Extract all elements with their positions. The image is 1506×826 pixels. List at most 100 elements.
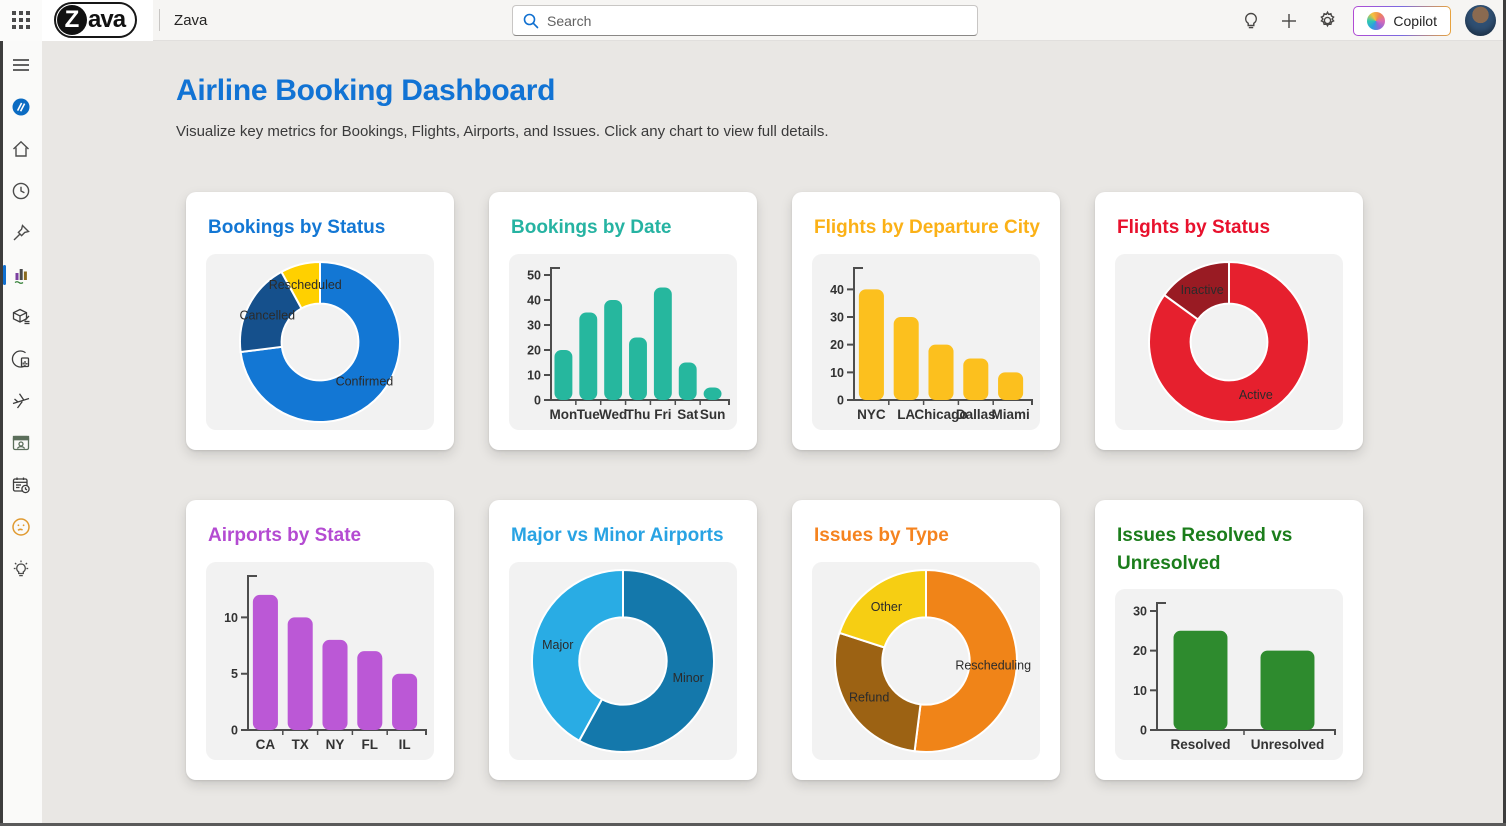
svg-text:10: 10 <box>224 610 238 624</box>
search-input[interactable] <box>547 12 967 29</box>
settings-button[interactable] <box>1315 9 1339 33</box>
sidebar-item-monitor-app[interactable] <box>0 347 42 371</box>
svg-text:IL: IL <box>399 737 411 752</box>
donut-chart-issues-by-type: Rescheduling Refund Other <box>812 561 1040 760</box>
app-launcher-button[interactable] <box>0 0 42 41</box>
svg-text:Confirmed: Confirmed <box>336 374 394 388</box>
sidebar-item-plane-app[interactable] <box>0 389 42 413</box>
chart-title: Bookings by Date <box>511 217 672 238</box>
search-icon <box>523 13 539 28</box>
chart-title: Issues Resolved vs Unresolved <box>1117 525 1293 574</box>
zava-logo: Z ava <box>54 2 138 38</box>
chart-title: Issues by Type <box>814 525 949 546</box>
svg-text:10: 10 <box>527 368 541 382</box>
chart-card-flights-by-departure-city[interactable]: Flights by Departure City 0 10 20 30 40 NYC LA… <box>792 192 1060 450</box>
svg-text:0: 0 <box>231 723 238 737</box>
svg-text:Chicago: Chicago <box>914 407 967 422</box>
copilot-button[interactable]: Copilot <box>1353 6 1451 36</box>
menu-icon <box>13 59 29 71</box>
topbar-divider <box>159 9 161 31</box>
sidebar-item-dashboard-app[interactable] <box>0 263 42 287</box>
chart-title: Flights by Status <box>1117 217 1271 238</box>
copilot-icon <box>1367 11 1386 30</box>
svg-text:Refund: Refund <box>849 690 889 704</box>
svg-text:Other: Other <box>871 600 902 614</box>
sidebar-item-feedback-app[interactable] <box>0 515 42 539</box>
svg-text:Resolved: Resolved <box>1170 737 1230 752</box>
bar-chart-bookings-by-date: 0 10 20 30 40 50 Mon Tue Wed Thu Fri Sat Sun <box>509 253 737 430</box>
bar-chart-airports-by-state: 0 5 10 CA TX NY FL IL <box>206 561 434 760</box>
contact-card-app-icon <box>12 435 30 451</box>
chart-title: Bookings by Status <box>208 217 386 238</box>
svg-text:30: 30 <box>527 318 541 332</box>
sidebar-menu-button[interactable] <box>0 53 42 77</box>
chart-card-bookings-by-date[interactable]: Bookings by Date 0 10 20 30 40 50 Mon Tue Wed Thu… <box>489 192 757 450</box>
svg-text:0: 0 <box>1140 724 1147 738</box>
svg-text:Tue: Tue <box>577 407 600 422</box>
lightbulb-icon <box>1245 12 1258 28</box>
pin-icon <box>13 224 30 241</box>
page-subtitle: Visualize key metrics for Bookings, Flig… <box>176 123 829 140</box>
chart-card-airports-by-state[interactable]: Airports by State 0 5 10 CA TX NY FL IL <box>186 500 454 780</box>
search-box[interactable] <box>512 5 978 36</box>
svg-text:0: 0 <box>837 393 844 407</box>
lightbulb-button[interactable] <box>1239 9 1263 33</box>
chart-card-issues-resolved-vs-unresolved[interactable]: Issues Resolved vs Unresolved 0 10 20 30 Res… <box>1095 500 1363 780</box>
bulb-app-icon <box>13 560 29 577</box>
svg-text:20: 20 <box>1133 644 1147 658</box>
svg-text:Active: Active <box>1239 388 1273 402</box>
svg-text:40: 40 <box>830 282 844 296</box>
copilot-label: Copilot <box>1393 12 1437 29</box>
svg-text:Wed: Wed <box>599 407 627 422</box>
product-name: Zava <box>174 11 208 29</box>
svg-text:Rescheduling: Rescheduling <box>955 658 1031 672</box>
chart-card-major-vs-minor-airports[interactable]: Major vs Minor Airports Minor Major <box>489 500 757 780</box>
svg-text:Major: Major <box>542 637 573 651</box>
svg-text:Inactive: Inactive <box>1181 282 1224 296</box>
sidebar-item-ideas-app[interactable] <box>0 557 42 581</box>
zava-logo-text: ava <box>88 6 126 33</box>
svg-text:FL: FL <box>362 737 379 752</box>
user-avatar[interactable] <box>1465 5 1496 36</box>
svg-text:5: 5 <box>231 667 238 681</box>
window-frame-right <box>1503 0 1506 826</box>
svg-text:Sun: Sun <box>700 407 726 422</box>
svg-text:50: 50 <box>527 268 541 282</box>
svg-text:CA: CA <box>256 737 276 752</box>
donut-chart-major-vs-minor-airports: Minor Major <box>509 561 737 760</box>
brand-logo: Z ava <box>42 0 154 41</box>
svg-text:Cancelled: Cancelled <box>239 308 295 322</box>
sidebar-item-schedule-app[interactable] <box>0 473 42 497</box>
face-app-icon <box>12 518 30 536</box>
svg-text:NY: NY <box>326 737 345 752</box>
chart-title: Major vs Minor Airports <box>511 525 724 546</box>
donut-chart-flights-by-status: Active Inactive <box>1115 253 1343 430</box>
svg-text:LA: LA <box>897 407 915 422</box>
chart-title: Flights by Departure City <box>814 217 1040 238</box>
new-button[interactable] <box>1277 9 1301 33</box>
svg-text:Minor: Minor <box>673 671 704 685</box>
window-frame-left <box>0 41 3 826</box>
chart-card-issues-by-type[interactable]: Issues by Type Rescheduling Refund Other <box>792 500 1060 780</box>
svg-text:Dallas: Dallas <box>956 407 996 422</box>
sidebar-item-recent[interactable] <box>0 179 42 203</box>
chart-card-bookings-by-status[interactable]: Bookings by Status Confirmed Cancelled Res… <box>186 192 454 450</box>
sidebar-item-box-app[interactable] <box>0 305 42 329</box>
page-title: Airline Booking Dashboard <box>176 74 556 107</box>
home-icon <box>13 140 29 157</box>
gear-icon <box>1320 10 1335 28</box>
sidebar-item-app-logo[interactable] <box>0 95 42 119</box>
plane-app-icon <box>12 393 30 409</box>
calendar-app-icon <box>12 477 30 494</box>
svg-text:Unresolved: Unresolved <box>1251 737 1325 752</box>
top-bar: Z ava Zava <box>0 0 1506 41</box>
sidebar-item-pinned[interactable] <box>0 221 42 245</box>
window-frame-bottom <box>0 823 1506 826</box>
sidebar-item-contact-app[interactable] <box>0 431 42 455</box>
app-logo-icon <box>12 98 30 116</box>
recent-clock-icon <box>12 182 30 200</box>
zava-logo-letter: Z <box>57 5 87 35</box>
chart-card-flights-by-status[interactable]: Flights by Status Active Inactive <box>1095 192 1363 450</box>
sidebar-item-home[interactable] <box>0 137 42 161</box>
svg-text:NYC: NYC <box>857 407 886 422</box>
